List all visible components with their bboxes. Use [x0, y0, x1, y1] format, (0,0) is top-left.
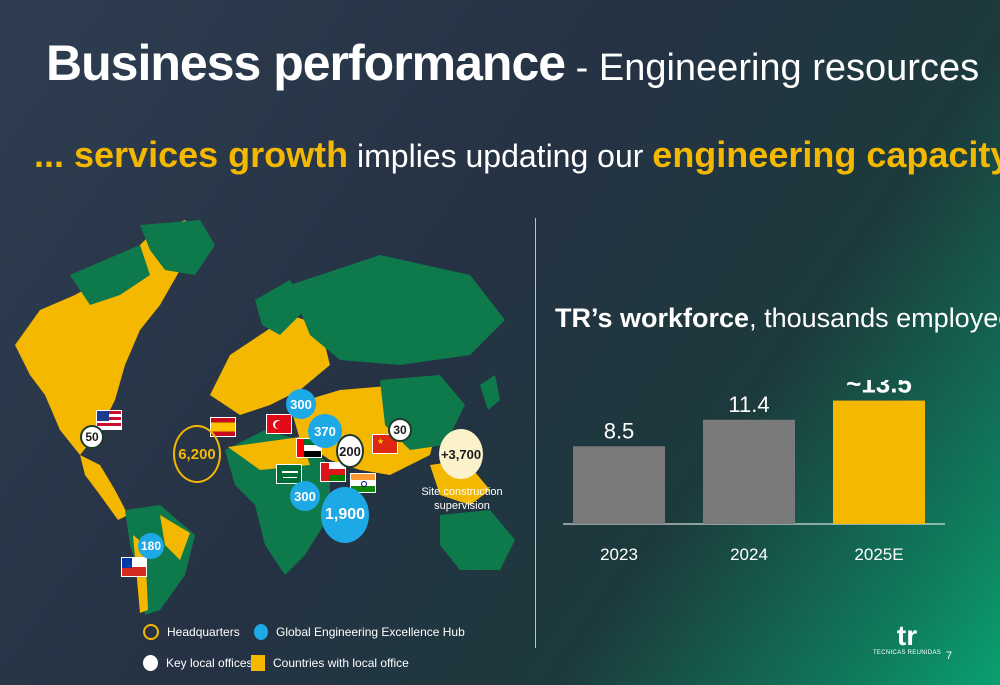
legend-country-label: Countries with local office — [273, 656, 409, 670]
legend-office-label: Key local offices — [166, 656, 253, 670]
map-australia — [440, 510, 515, 570]
legend-hub: Global Engineering Excellence Hub — [254, 624, 465, 640]
map-greenland — [140, 220, 215, 275]
bubble-china-office: 30 — [388, 418, 412, 442]
chart-title-rest: , thousands employees — [749, 303, 1000, 333]
workforce-bar-chart: 8.5 2023 11.4 2024 ~13.5 2025E — [563, 380, 945, 564]
map-central-america — [80, 455, 128, 520]
chart-title: TR’s workforce, thousands employees — [555, 303, 1000, 334]
bubble-oman-office: 200 — [336, 434, 364, 468]
bar-value-label-2023: 8.5 — [604, 418, 635, 443]
category-label-2024: 2024 — [730, 545, 768, 564]
flag-turkey — [266, 414, 292, 434]
subtitle-part-1: ... services growth — [34, 134, 349, 175]
bubble-saudi-hub: 300 — [290, 481, 320, 511]
world-map — [15, 220, 515, 615]
map-scandinavia — [255, 280, 305, 335]
legend-hub-label: Global Engineering Excellence Hub — [276, 625, 465, 639]
chart-title-bold: TR’s workforce — [555, 303, 750, 333]
title-rest: - Engineering resources — [565, 47, 980, 89]
map-north-america — [15, 220, 200, 455]
map-africa — [225, 430, 330, 575]
legend-headquarters: Headquarters — [143, 624, 240, 640]
legend-hub-marker — [254, 624, 268, 640]
map-russia — [290, 255, 505, 365]
logo-text: TECNICAS REUNIDAS — [872, 650, 942, 656]
legend-hq-marker — [143, 624, 159, 640]
company-logo: tr TECNICAS REUNIDAS — [872, 620, 942, 657]
category-label-2023: 2023 — [600, 545, 638, 564]
legend-key-offices: Key local offices — [143, 655, 253, 671]
page-title: Business performance - Engineering resou… — [46, 34, 979, 92]
bubble-india-hub: 1,900 — [321, 487, 369, 543]
legend-country-marker — [251, 655, 265, 671]
bubble-uae-hub: 370 — [308, 414, 342, 448]
legend-countries: Countries with local office — [251, 655, 409, 671]
bar-value-label-2024: 11.4 — [728, 392, 769, 417]
flag-usa — [96, 410, 122, 430]
flag-oman — [320, 462, 346, 482]
map-africa-north — [228, 437, 310, 470]
page-number: 7 — [946, 650, 953, 662]
page-subtitle: ... services growth implies updating our… — [34, 134, 1000, 176]
bubble-site-construction: +3,700 — [439, 429, 483, 479]
flag-saudi-arabia — [276, 464, 302, 484]
legend-hq-label: Headquarters — [167, 625, 240, 639]
flag-chile — [121, 557, 147, 577]
bubble-usa: 50 — [80, 425, 104, 449]
logo-mark: tr — [896, 620, 918, 651]
subtitle-part-2: implies updating our — [348, 138, 653, 174]
map-japan — [480, 375, 500, 410]
flag-spain — [210, 417, 236, 437]
title-bold: Business performance — [46, 35, 566, 91]
bubble-chile-hub: 180 — [138, 533, 164, 559]
map-brazil-coast — [160, 515, 190, 560]
bar-2024 — [703, 419, 795, 524]
bar-2025E — [833, 400, 925, 524]
flag-india — [350, 473, 376, 493]
legend-office-marker — [143, 655, 158, 671]
bubble-turkey-hub: 300 — [286, 389, 316, 419]
bubble-headquarters: 6,200 — [173, 425, 221, 483]
bar-2023 — [573, 446, 665, 524]
vertical-divider — [535, 218, 536, 648]
bar-value-label-2025E: ~13.5 — [846, 380, 912, 399]
site-construction-label: Site construction supervision — [421, 486, 503, 512]
subtitle-part-3: engineering capacity — [652, 134, 1000, 175]
category-label-2025E: 2025E — [854, 545, 903, 564]
map-canada-north — [70, 245, 150, 305]
